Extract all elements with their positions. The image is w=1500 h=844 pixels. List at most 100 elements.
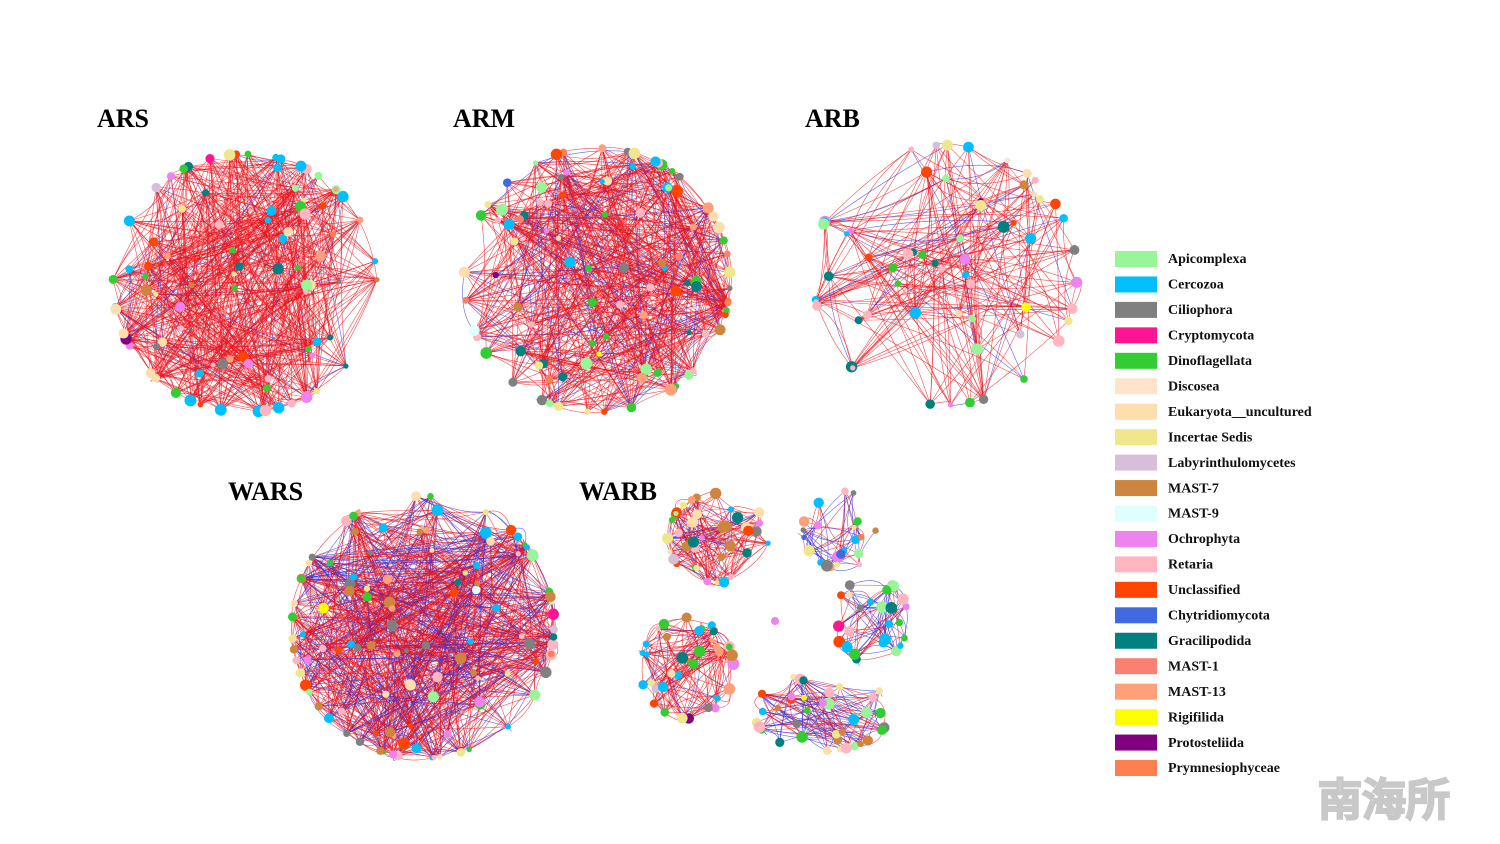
node	[278, 233, 288, 244]
edge	[329, 281, 340, 338]
edge	[301, 578, 398, 654]
node	[647, 679, 656, 687]
legend-swatch	[1115, 276, 1157, 293]
edge	[112, 176, 172, 280]
edge	[292, 616, 361, 742]
edge	[113, 231, 289, 280]
edge	[549, 207, 709, 380]
edge	[718, 227, 732, 303]
node	[850, 741, 859, 751]
edge	[983, 160, 1008, 400]
node	[848, 713, 860, 726]
edge	[1019, 199, 1041, 335]
node	[295, 160, 307, 172]
node	[688, 658, 699, 669]
node	[125, 265, 134, 274]
edge	[486, 314, 644, 354]
node	[932, 141, 940, 150]
edge	[346, 520, 368, 589]
legend-label: Eukaryota__uncultured	[1168, 405, 1312, 420]
node	[635, 208, 646, 218]
node	[272, 153, 280, 162]
edge	[277, 167, 307, 398]
node	[389, 750, 398, 759]
edge	[824, 171, 927, 222]
node	[833, 635, 846, 648]
node	[404, 648, 410, 654]
node	[300, 391, 313, 403]
edge	[696, 542, 769, 569]
edge	[340, 196, 347, 367]
node	[526, 549, 539, 562]
node	[326, 559, 334, 567]
node	[742, 548, 752, 558]
edge	[485, 224, 510, 353]
edge	[346, 613, 554, 734]
edge	[396, 653, 481, 705]
edge	[667, 538, 708, 582]
edge	[846, 226, 1004, 235]
node	[462, 296, 470, 304]
edge	[681, 646, 730, 719]
edge	[701, 537, 769, 544]
node	[975, 200, 987, 211]
node	[684, 279, 691, 287]
edge	[188, 166, 307, 170]
edge	[604, 311, 727, 412]
node	[223, 149, 236, 161]
edge	[761, 693, 867, 713]
node	[858, 533, 865, 541]
edge	[558, 333, 706, 407]
edge	[209, 158, 269, 221]
edge	[167, 154, 237, 257]
edge	[464, 172, 567, 273]
edge	[531, 256, 680, 325]
edge	[353, 515, 411, 726]
node	[372, 730, 379, 737]
edge	[129, 220, 321, 257]
edge	[602, 148, 643, 378]
edge	[1064, 249, 1075, 321]
node	[368, 550, 374, 556]
edge	[375, 661, 537, 734]
edge	[437, 509, 555, 630]
edge	[155, 187, 191, 401]
node	[675, 172, 684, 181]
edge	[312, 554, 533, 558]
edge	[514, 190, 678, 242]
node	[371, 258, 379, 265]
edge	[476, 203, 549, 338]
edge	[868, 145, 937, 258]
edge	[229, 167, 278, 360]
edge	[542, 162, 659, 364]
edge	[561, 170, 673, 178]
node	[475, 210, 487, 221]
edge	[433, 690, 535, 697]
node	[902, 248, 914, 260]
edge	[696, 509, 732, 569]
edge	[541, 186, 720, 228]
edge	[292, 638, 386, 695]
node	[665, 184, 673, 192]
edge	[155, 294, 259, 412]
edge	[282, 238, 377, 280]
edge	[156, 158, 282, 380]
edge	[541, 162, 659, 188]
edge	[123, 269, 132, 334]
legend-swatch	[1115, 352, 1157, 369]
node	[202, 189, 210, 197]
edge	[476, 166, 633, 338]
edge	[802, 679, 828, 751]
edge	[605, 166, 633, 337]
legend-swatch	[1115, 683, 1157, 700]
legend-swatch	[1115, 556, 1157, 573]
edge	[858, 222, 1014, 321]
node	[947, 402, 954, 408]
node	[813, 497, 824, 508]
edge	[803, 527, 862, 538]
edge	[212, 267, 298, 366]
edge	[479, 536, 519, 705]
edge	[155, 175, 319, 379]
legend-label: MAST-9	[1168, 507, 1219, 522]
node	[1020, 375, 1028, 383]
